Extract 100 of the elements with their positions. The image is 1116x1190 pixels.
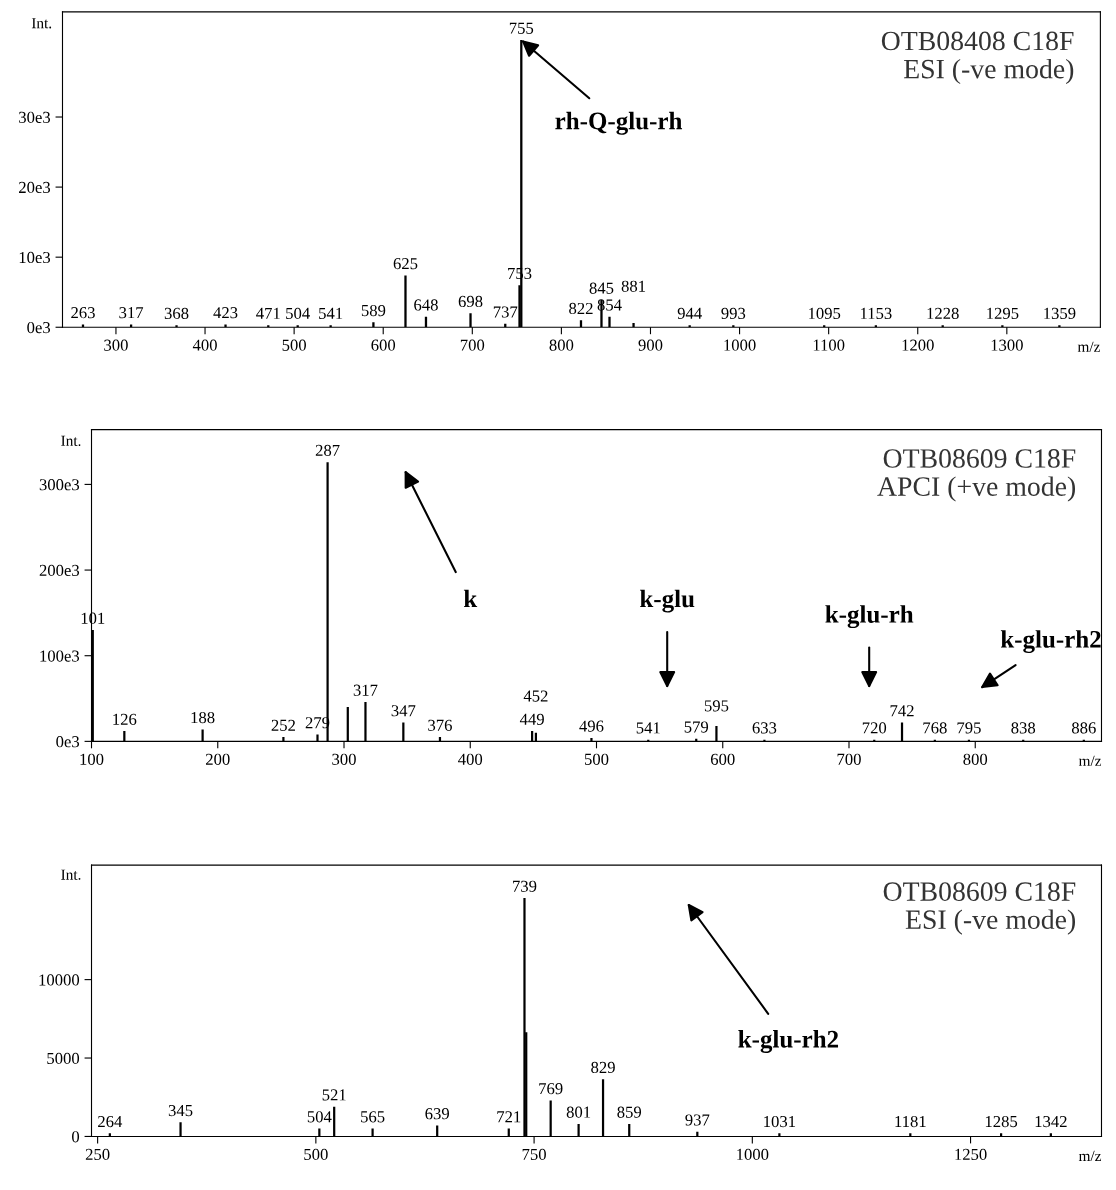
y-tick-label: 5000 (47, 1052, 80, 1064)
x-tick-label: 900 (638, 339, 663, 351)
annotation: 881 (621, 280, 646, 292)
annotation: k-glu-rh2 (1000, 630, 1101, 654)
x-tick-label: 1000 (737, 1148, 769, 1160)
annotation: OTB08609 C18F APCI (+ve mode) (877, 449, 1076, 502)
annotation: k-glu (640, 589, 695, 613)
annotation: 633 (752, 722, 777, 734)
annotation: 1153 (860, 307, 892, 319)
annotation: 801 (566, 1106, 591, 1118)
x-tick-label: 600 (371, 339, 396, 351)
annotation: 423 (213, 307, 238, 319)
x-tick-label: 1200 (902, 339, 934, 351)
annotation: 1285 (985, 1115, 1018, 1128)
y-axis-title: Int. (61, 869, 81, 880)
annotation: 1342 (1035, 1115, 1067, 1128)
annotation: 263 (71, 307, 95, 319)
annotation: k-glu-rh (825, 605, 914, 629)
x-tick-label: 1250 (955, 1148, 987, 1160)
x-tick-label: 800 (963, 753, 988, 765)
y-tick-label: 10e3 (19, 251, 51, 264)
annotation: 1095 (809, 307, 841, 319)
annotation: 648 (414, 299, 438, 311)
annotation: 521 (322, 1089, 346, 1101)
x-axis-title: m/z (1078, 1150, 1102, 1162)
x-tick-label: 750 (522, 1148, 546, 1160)
y-tick-label: 30e3 (19, 111, 51, 123)
annotation: 737 (493, 306, 518, 318)
annotation: 368 (164, 307, 189, 319)
y-tick-label: 10000 (39, 974, 80, 986)
y-tick-label: 200e3 (39, 564, 80, 577)
annotation: 795 (957, 722, 981, 734)
annotation: 886 (1071, 722, 1096, 734)
x-axis-title: m/z (1078, 755, 1102, 767)
x-tick-label: 500 (282, 339, 306, 351)
annotation: 452 (523, 690, 548, 702)
y-axis-title: Int. (61, 435, 81, 446)
annotation: 937 (685, 1114, 710, 1126)
x-tick-label: 1300 (991, 339, 1023, 351)
x-tick-label: 200 (205, 753, 230, 765)
annotation: OTB08609 C18F ESI (-ve mode) (883, 882, 1076, 935)
x-tick-label: 300 (332, 753, 356, 765)
annotation: 1181 (895, 1115, 926, 1128)
annotation: 589 (361, 304, 386, 317)
annotation: 1295 (987, 307, 1019, 319)
y-tick-label: 100e3 (40, 650, 80, 662)
annotation: 721 (497, 1111, 521, 1123)
annotation: 859 (617, 1106, 642, 1118)
y-tick-label: 20e3 (19, 181, 51, 194)
annotation: 264 (98, 1115, 123, 1128)
x-tick-label: 100 (80, 753, 104, 765)
annotation: 838 (1011, 722, 1036, 734)
annotation: 347 (391, 705, 416, 717)
annotation: 720 (862, 722, 887, 734)
annotation: 471 (256, 307, 280, 319)
annotation: 504 (307, 1111, 332, 1123)
y-axis-title: Int. (31, 18, 52, 29)
x-tick-label: 500 (584, 753, 609, 765)
y-tick-label: 0e3 (56, 736, 80, 748)
annotation: 944 (677, 307, 702, 319)
x-tick-label: 800 (549, 339, 574, 351)
annotation: 742 (890, 705, 914, 717)
x-tick-label: 300 (104, 339, 128, 351)
annotation: rh-Q-glu-rh (555, 111, 683, 135)
annotation: 317 (119, 307, 144, 319)
annotation: 768 (923, 722, 947, 734)
annotation: 579 (684, 721, 709, 733)
annotation: 595 (704, 700, 729, 712)
annotation: k-glu-rh2 (738, 1030, 839, 1053)
annotation: 698 (458, 295, 483, 308)
annotation: 739 (513, 880, 537, 892)
annotation: 376 (428, 719, 452, 731)
annotation: 625 (393, 258, 418, 270)
y-tick-label: 300e3 (39, 479, 80, 491)
y-tick-label: 0 (72, 1131, 80, 1143)
annotation: 188 (191, 711, 215, 724)
annotation: 252 (271, 719, 295, 731)
annotation: 1359 (1044, 307, 1076, 319)
annotation: 317 (353, 684, 378, 696)
annotation: 755 (509, 22, 534, 34)
annotation: 993 (721, 307, 746, 319)
annotation: 822 (569, 302, 593, 315)
annotation: 496 (579, 720, 604, 732)
x-tick-label: 700 (837, 753, 861, 765)
x-tick-label: 400 (458, 753, 483, 765)
x-tick-label: 600 (710, 753, 735, 765)
annotation: 504 (286, 307, 310, 319)
annotation: 541 (636, 722, 660, 734)
annotation: 287 (315, 444, 340, 456)
annotation: OTB08408 C18F ESI (-ve mode) (881, 31, 1074, 85)
x-tick-label: 500 (304, 1148, 328, 1160)
annotation: 541 (319, 307, 343, 319)
y-tick-label: 0e3 (27, 321, 51, 334)
annotation: 829 (591, 1061, 615, 1074)
annotation: 449 (519, 713, 544, 725)
annotation: 1228 (927, 307, 959, 319)
annotation: 126 (113, 713, 137, 725)
x-tick-label: 1000 (724, 339, 756, 351)
annotation: 639 (425, 1108, 450, 1120)
annotation: 565 (361, 1111, 385, 1123)
